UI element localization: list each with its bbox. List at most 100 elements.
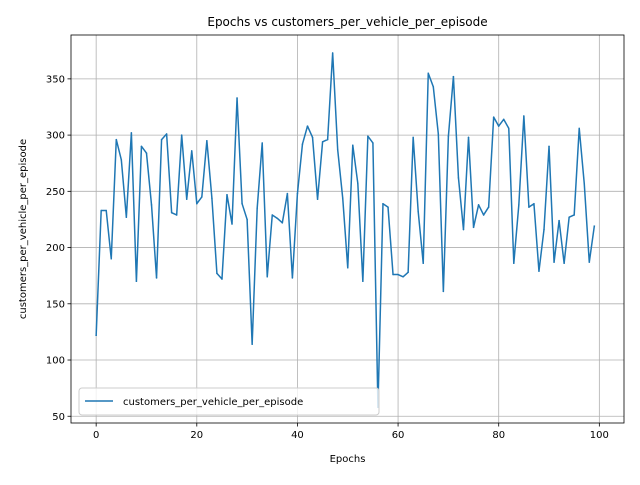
data-point [291, 277, 294, 279]
data-point [251, 343, 253, 346]
y-tick-label: 350 [46, 74, 65, 85]
series-layer [95, 52, 596, 409]
data-point [387, 206, 389, 208]
data-point [165, 133, 168, 135]
data-point [206, 139, 208, 142]
data-point [341, 197, 344, 199]
x-tick-label: 0 [93, 430, 99, 441]
data-point [593, 225, 596, 227]
data-point [170, 211, 173, 214]
data-point [301, 143, 304, 145]
data-point [125, 216, 128, 218]
data-point [573, 214, 575, 216]
data-point [160, 138, 163, 141]
data-point [568, 216, 570, 218]
data-point [412, 136, 414, 139]
data-point [326, 138, 329, 141]
data-point [155, 277, 158, 279]
data-point [271, 214, 274, 216]
data-point [372, 142, 374, 144]
data-point [180, 134, 183, 136]
legend-label: customers_per_vehicle_per_episode [123, 397, 303, 408]
data-point [226, 193, 228, 196]
x-tick-label: 100 [590, 430, 609, 441]
data-point [432, 85, 435, 88]
x-axis-ticks: 0 20 40 60 80 100 [93, 423, 609, 441]
data-point [583, 182, 585, 185]
data-point [578, 127, 580, 130]
data-point [487, 206, 490, 208]
data-point [216, 272, 218, 275]
data-point [231, 223, 233, 225]
series-line [95, 52, 596, 409]
chart-title: Epochs vs customers_per_vehicle_per_epis… [207, 15, 487, 29]
data-point [306, 125, 309, 127]
data-point [185, 198, 188, 200]
data-point [120, 159, 123, 161]
x-tick-label: 20 [190, 430, 203, 441]
y-tick-label: 50 [52, 412, 65, 423]
data-point [145, 152, 148, 154]
data-point [588, 261, 591, 263]
data-point [321, 141, 324, 143]
data-point [508, 127, 510, 130]
data-point [543, 228, 545, 231]
y-axis-ticks: 50 100 150 200 250 300 350 [46, 74, 71, 423]
data-point [357, 182, 359, 185]
data-point [266, 276, 268, 278]
y-tick-label: 250 [46, 187, 65, 198]
data-point [477, 204, 480, 206]
data-point [467, 136, 470, 139]
grid [71, 35, 624, 423]
data-point [256, 207, 258, 209]
data-point [447, 135, 450, 137]
data-point [281, 222, 284, 224]
data-point [462, 228, 465, 231]
data-point [331, 52, 334, 54]
data-point [347, 267, 349, 269]
data-point [110, 258, 113, 260]
y-tick-label: 300 [46, 131, 65, 142]
data-point [130, 132, 133, 134]
data-point [105, 209, 107, 212]
data-point [336, 148, 339, 151]
data-point [427, 72, 430, 74]
data-point [362, 280, 364, 283]
data-point [135, 280, 138, 283]
data-point [563, 262, 565, 265]
data-point [523, 115, 525, 117]
data-point [241, 202, 243, 205]
data-point [452, 75, 455, 78]
data-point [407, 271, 409, 274]
data-point [457, 177, 460, 179]
data-point [442, 290, 445, 293]
data-point [402, 276, 404, 278]
data-point [397, 273, 399, 276]
x-tick-label: 60 [392, 430, 405, 441]
legend: customers_per_vehicle_per_episode [78, 387, 380, 416]
data-point [533, 202, 535, 205]
data-point [352, 144, 354, 146]
data-point [196, 202, 198, 205]
y-tick-label: 150 [46, 299, 65, 310]
data-point [417, 210, 419, 213]
y-axis-label: customers_per_vehicle_per_episode [18, 139, 29, 319]
data-point [538, 270, 540, 272]
x-tick-label: 80 [492, 430, 505, 441]
data-point [311, 136, 314, 139]
data-point [246, 218, 248, 221]
x-tick-label: 40 [291, 430, 304, 441]
data-point [382, 202, 384, 205]
data-point [316, 198, 319, 200]
data-point [221, 278, 223, 280]
data-point [482, 214, 485, 216]
y-tick-label: 200 [46, 243, 65, 254]
data-point [422, 262, 424, 265]
data-point [513, 262, 515, 265]
data-point [286, 192, 289, 195]
data-point [211, 197, 213, 199]
data-point [175, 214, 178, 216]
y-tick-label: 100 [46, 356, 65, 367]
